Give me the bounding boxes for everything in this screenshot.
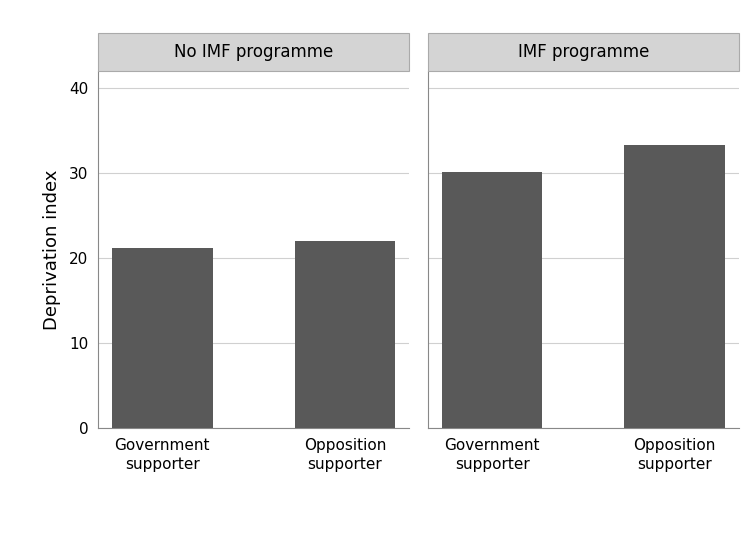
Bar xyxy=(624,145,725,428)
Bar xyxy=(442,172,542,428)
Text: No IMF programme: No IMF programme xyxy=(174,43,333,61)
Bar xyxy=(295,242,395,428)
Bar xyxy=(112,248,213,428)
Text: IMF programme: IMF programme xyxy=(518,43,649,61)
Y-axis label: Deprivation index: Deprivation index xyxy=(42,170,60,330)
